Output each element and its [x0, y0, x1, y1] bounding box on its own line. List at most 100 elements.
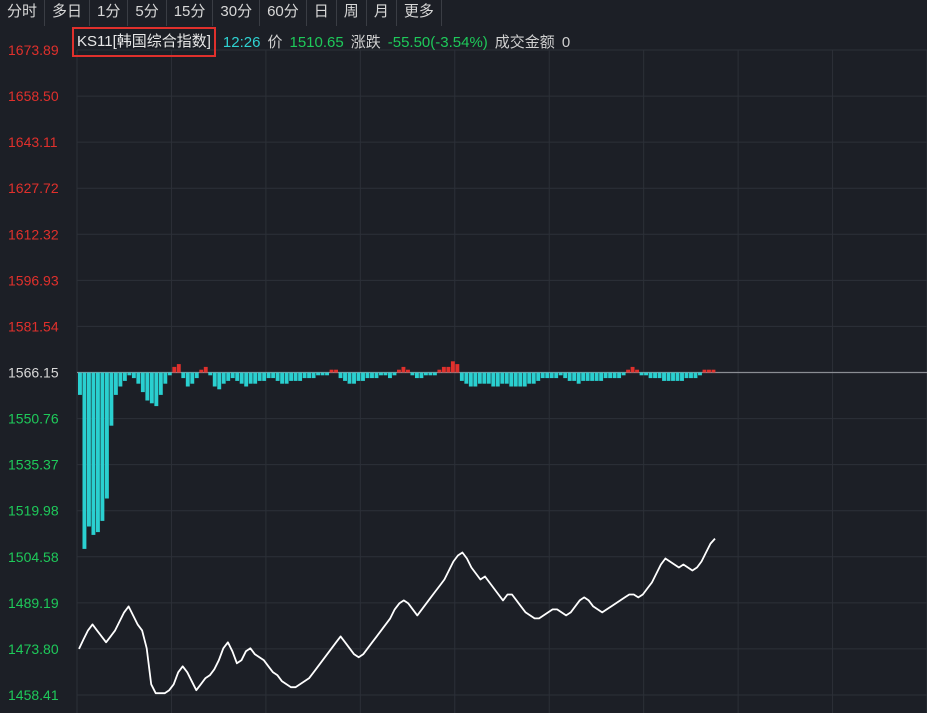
tab-intraday[interactable]: 分时	[0, 0, 46, 26]
volume-bar	[140, 372, 145, 393]
volume-bar	[495, 372, 500, 387]
tab-more[interactable]: 更多	[397, 0, 442, 26]
volume-bar	[702, 369, 707, 373]
volume-bar	[662, 372, 666, 381]
volume-bar	[203, 366, 208, 373]
y-tick-label: 1519.98	[8, 503, 59, 519]
volume-bar	[122, 372, 127, 381]
volume-bar	[698, 372, 702, 376]
volume-bar	[675, 372, 680, 381]
volume-bar	[325, 372, 330, 376]
volume-bar	[190, 372, 195, 384]
volume-bar	[392, 372, 397, 376]
y-tick-label: 1581.54	[8, 318, 59, 334]
volume-bar	[500, 372, 505, 384]
volume-bar	[711, 369, 716, 373]
change-value: -55.50(-3.54%)	[387, 34, 488, 51]
y-tick-label: 1673.89	[8, 42, 59, 58]
tab-15min[interactable]: 15分	[167, 0, 214, 26]
tab-5min[interactable]: 5分	[128, 0, 167, 26]
volume-bar	[419, 372, 424, 379]
tab-day[interactable]: 日	[307, 0, 337, 26]
volume-bar	[684, 372, 689, 379]
volume-bar	[414, 372, 419, 379]
volume-bar	[86, 372, 91, 527]
y-tick-label: 1596.93	[8, 272, 59, 288]
volume-bar	[212, 372, 217, 387]
volume-bar	[158, 372, 163, 395]
tab-1min[interactable]: 1分	[90, 0, 129, 26]
volume-bar	[455, 364, 460, 373]
volume-bar	[599, 372, 604, 381]
volume-bar	[298, 372, 303, 381]
volume-bar	[388, 372, 392, 379]
y-tick-label: 1566.15	[8, 365, 59, 381]
volume-bar	[370, 372, 374, 379]
volume-bar	[437, 369, 442, 373]
volume-bar	[239, 372, 244, 384]
y-tick-label: 1550.76	[8, 411, 59, 427]
volume-bar	[356, 372, 361, 381]
volume-bar	[176, 364, 181, 373]
volume-bar	[289, 372, 294, 381]
volume-bar	[172, 366, 177, 373]
volume-bar	[482, 372, 487, 384]
volume-bar	[266, 372, 271, 379]
volume-bar	[567, 372, 572, 381]
volume-bar	[491, 372, 496, 387]
volume-bar	[536, 372, 541, 381]
volume-bar	[639, 372, 644, 376]
volume-bar	[100, 372, 105, 521]
volume-bar	[446, 366, 451, 373]
volume-bar	[185, 372, 190, 387]
y-tick-label: 1612.32	[8, 226, 59, 242]
volume-bar	[262, 372, 267, 381]
tab-30min[interactable]: 30分	[213, 0, 261, 26]
volume-bar	[347, 372, 352, 384]
volume-bar	[540, 372, 545, 379]
volume-bar	[253, 372, 258, 384]
volume-bar	[230, 372, 235, 379]
volume-bar	[401, 366, 406, 373]
volume-bar	[693, 372, 698, 379]
volume-bars	[78, 361, 716, 549]
y-tick-label: 1489.19	[8, 595, 59, 611]
volume-bar	[581, 372, 586, 381]
tab-60min[interactable]: 60分	[260, 0, 307, 26]
volume-bar	[95, 372, 100, 533]
volume-bar	[428, 372, 433, 376]
volume-bar	[653, 372, 657, 379]
price-label: 价	[267, 34, 283, 51]
tab-week[interactable]: 周	[337, 0, 367, 26]
volume-bar	[509, 372, 514, 387]
volume-bar	[284, 372, 289, 384]
volume-bar	[513, 372, 518, 387]
y-tick-label: 1504.58	[8, 549, 59, 565]
volume-bar	[450, 361, 455, 373]
volume-bar	[423, 372, 428, 376]
volume-bar	[343, 372, 347, 381]
price-value: 1510.65	[289, 34, 344, 51]
volume-bar	[113, 372, 118, 395]
volume-bar	[338, 372, 343, 379]
volume-bar	[630, 366, 635, 373]
volume-bar	[563, 372, 568, 379]
tab-month[interactable]: 月	[367, 0, 397, 26]
volume-bar	[307, 372, 312, 379]
volume-bar	[617, 372, 622, 379]
volume-bar	[374, 372, 379, 379]
volume-bar	[572, 372, 577, 381]
price-line	[78, 537, 716, 695]
volume-bar	[248, 372, 253, 384]
volume-bar	[405, 369, 410, 373]
volume-bar	[657, 372, 662, 379]
volume-bar	[82, 372, 87, 549]
tab-multi-day[interactable]: 多日	[45, 0, 91, 26]
y-tick-label: 1658.50	[8, 88, 59, 104]
volume-bar	[78, 372, 82, 395]
volume-bar	[459, 372, 464, 381]
y-tick-label: 1535.37	[8, 457, 59, 473]
volume-bar	[109, 372, 114, 426]
volume-bar	[226, 372, 231, 381]
